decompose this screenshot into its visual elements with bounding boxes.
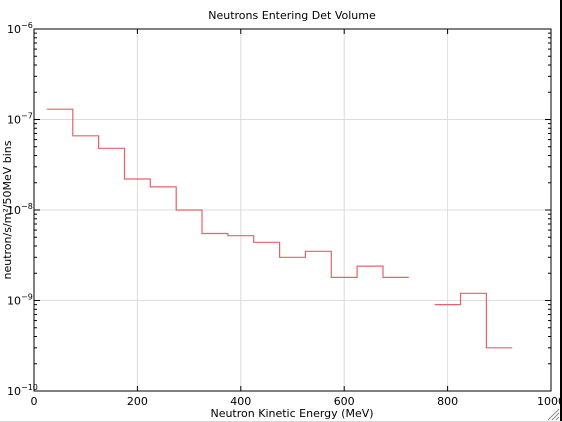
y-tick-label-base: 10 (7, 23, 21, 36)
y-tick-label-exponent: −6 (21, 21, 33, 30)
grid-lines (34, 29, 551, 391)
y-tick-label-exponent: −9 (21, 293, 33, 302)
x-tick-label: 400 (230, 395, 251, 408)
y-tick-label: 10 −7 (7, 112, 33, 127)
x-axis-label: Neutron Kinetic Energy (MeV) (210, 407, 373, 420)
histogram-step-line (434, 292, 513, 349)
y-tick-label-base: 10 (7, 114, 21, 127)
y-tick-label: 10 −9 (7, 293, 33, 308)
y-tick-label-exponent: −7 (21, 112, 33, 121)
y-tick-label-base: 10 (7, 385, 21, 398)
y-axis-label: neutron/s/m²/50MeV bins (1, 140, 14, 279)
y-tick-label: 10 −10 (7, 383, 38, 398)
y-tick-label-base: 10 (7, 204, 21, 217)
x-tick-label: 0 (31, 395, 38, 408)
resize-grip-icon[interactable] (546, 407, 560, 421)
x-tick-label: 600 (334, 395, 355, 408)
y-tick-label: 10 −6 (7, 21, 33, 36)
x-tick-label: 800 (437, 395, 458, 408)
axis-ticks (33, 28, 552, 392)
y-tick-label: 10 −8 (7, 202, 33, 217)
chart-title: Neutrons Entering Det Volume (208, 9, 376, 22)
y-tick-label-exponent: −10 (21, 383, 38, 392)
y-tick-label-exponent: −8 (21, 202, 33, 211)
y-tick-label-base: 10 (7, 295, 21, 308)
histogram-series (46, 108, 513, 349)
x-tick-label: 200 (127, 395, 148, 408)
window-edge-right (560, 0, 562, 422)
histogram-step-line (46, 108, 409, 278)
x-tick-labels: 0 200 400 600 800 1000 (31, 395, 562, 408)
x-tick-label: 1000 (537, 395, 562, 408)
